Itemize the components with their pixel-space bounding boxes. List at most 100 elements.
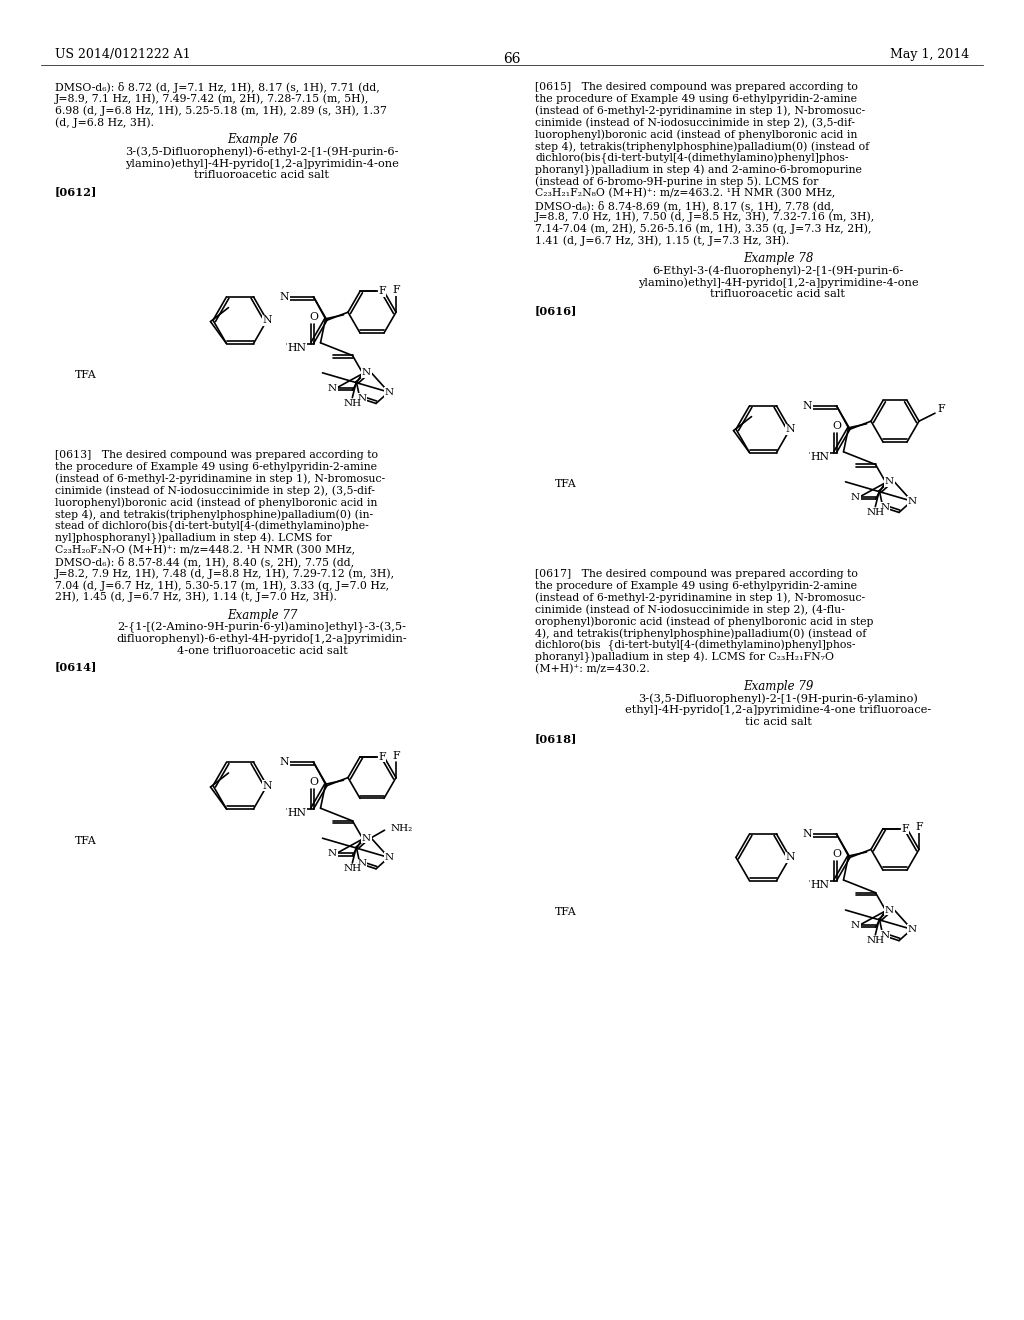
Text: J=8.8, 7.0 Hz, 1H), 7.50 (d, J=8.5 Hz, 3H), 7.32-7.16 (m, 3H),: J=8.8, 7.0 Hz, 1H), 7.50 (d, J=8.5 Hz, 3…: [535, 211, 876, 222]
Text: F: F: [901, 824, 909, 834]
Text: F: F: [392, 285, 399, 296]
Text: DMSO-d₆): δ 8.72 (d, J=7.1 Hz, 1H), 8.17 (s, 1H), 7.71 (dd,: DMSO-d₆): δ 8.72 (d, J=7.1 Hz, 1H), 8.17…: [55, 82, 380, 92]
Text: TFA: TFA: [555, 479, 577, 490]
Text: N: N: [885, 906, 894, 915]
Text: stead of dichloro(bis{di-tert-butyl[4-(dimethylamino)phe-: stead of dichloro(bis{di-tert-butyl[4-(d…: [55, 521, 369, 532]
Text: N: N: [907, 496, 916, 506]
Text: ylamino)ethyl]-4H-pyrido[1,2-a]pyrimidin-4-one: ylamino)ethyl]-4H-pyrido[1,2-a]pyrimidin…: [125, 158, 399, 169]
Text: DMSO-d₆): δ 8.74-8.69 (m, 1H), 8.17 (s, 1H), 7.78 (dd,: DMSO-d₆): δ 8.74-8.69 (m, 1H), 8.17 (s, …: [535, 201, 835, 211]
Text: nyl]phosphoranyl})palladium in step 4). LCMS for: nyl]phosphoranyl})palladium in step 4). …: [55, 533, 332, 544]
Text: N: N: [384, 853, 393, 862]
Text: cinimide (instead of N-iodosuccinimide in step 2), (3,5-dif-: cinimide (instead of N-iodosuccinimide i…: [55, 486, 375, 496]
Text: phoranyl})palladium in step 4) and 2-amino-6-bromopurine: phoranyl})palladium in step 4) and 2-ami…: [535, 165, 862, 176]
Text: orophenyl)boronic acid (instead of phenylboronic acid in step: orophenyl)boronic acid (instead of pheny…: [535, 616, 873, 627]
Text: Example 78: Example 78: [742, 252, 813, 265]
Text: F: F: [915, 822, 923, 833]
Text: luorophenyl)boronic acid (instead of phenylboronic acid in: luorophenyl)boronic acid (instead of phe…: [535, 129, 857, 140]
Text: HN: HN: [288, 343, 306, 352]
Text: HN: HN: [811, 451, 829, 462]
Text: N: N: [262, 780, 271, 791]
Text: 1.41 (d, J=6.7 Hz, 3H), 1.15 (t, J=7.3 Hz, 3H).: 1.41 (d, J=6.7 Hz, 3H), 1.15 (t, J=7.3 H…: [535, 235, 790, 246]
Text: N: N: [280, 292, 289, 302]
Text: tic acid salt: tic acid salt: [744, 717, 811, 727]
Text: [0615]   The desired compound was prepared according to: [0615] The desired compound was prepared…: [535, 82, 858, 92]
Text: cinimide (instead of N-iodosuccinimide in step 2), (4-flu-: cinimide (instead of N-iodosuccinimide i…: [535, 605, 845, 615]
Text: O: O: [831, 421, 841, 430]
Text: Example 76: Example 76: [226, 133, 297, 147]
Text: 7.14-7.04 (m, 2H), 5.26-5.16 (m, 1H), 3.35 (q, J=7.3 Hz, 2H),: 7.14-7.04 (m, 2H), 5.26-5.16 (m, 1H), 3.…: [535, 223, 871, 234]
Text: the procedure of Example 49 using 6-ethylpyridin-2-amine: the procedure of Example 49 using 6-ethy…: [55, 462, 377, 473]
Text: NH: NH: [866, 508, 885, 517]
Text: (instead of 6-methyl-2-pyridinamine in step 1), N-bromosuc-: (instead of 6-methyl-2-pyridinamine in s…: [535, 106, 865, 116]
Text: ethyl]-4H-pyrido[1,2-a]pyrimidine-4-one trifluoroace-: ethyl]-4H-pyrido[1,2-a]pyrimidine-4-one …: [625, 705, 931, 715]
Text: trifluoroacetic acid salt: trifluoroacetic acid salt: [711, 289, 846, 300]
Text: 2H), 1.45 (d, J=6.7 Hz, 3H), 1.14 (t, J=7.0 Hz, 3H).: 2H), 1.45 (d, J=6.7 Hz, 3H), 1.14 (t, J=…: [55, 591, 337, 602]
Text: trifluoroacetic acid salt: trifluoroacetic acid salt: [195, 170, 330, 181]
Text: luorophenyl)boronic acid (instead of phenylboronic acid in: luorophenyl)boronic acid (instead of phe…: [55, 498, 378, 508]
Text: 4), and tetrakis(triphenylphosphine)palladium(0) (instead of: 4), and tetrakis(triphenylphosphine)pall…: [535, 628, 866, 639]
Text: HN: HN: [288, 808, 306, 818]
Text: N: N: [803, 829, 812, 840]
Text: N: N: [803, 401, 812, 411]
Text: NH: NH: [343, 399, 361, 408]
Text: step 4), tetrakis(triphenylphosphine)palladium(0) (instead of: step 4), tetrakis(triphenylphosphine)pal…: [535, 141, 869, 152]
Text: N: N: [907, 925, 916, 933]
Text: N: N: [851, 921, 860, 929]
Text: N: N: [280, 758, 289, 767]
Text: N: N: [785, 853, 795, 862]
Text: 6-Ethyl-3-(4-fluorophenyl)-2-[1-(9H-purin-6-: 6-Ethyl-3-(4-fluorophenyl)-2-[1-(9H-puri…: [652, 265, 904, 276]
Text: NH₂: NH₂: [390, 824, 413, 833]
Text: 66: 66: [503, 51, 521, 66]
Text: F: F: [378, 752, 386, 762]
Text: TFA: TFA: [75, 370, 96, 380]
Text: N: N: [361, 368, 371, 378]
Text: N: N: [851, 492, 860, 502]
Text: O: O: [831, 849, 841, 859]
Text: N: N: [357, 859, 367, 869]
Text: N: N: [328, 384, 337, 392]
Text: F: F: [937, 404, 945, 414]
Text: C₂₃H₂₀F₂N₇O (M+H)⁺: m/z=448.2. ¹H NMR (300 MHz,: C₂₃H₂₀F₂N₇O (M+H)⁺: m/z=448.2. ¹H NMR (3…: [55, 545, 355, 554]
Text: O: O: [309, 312, 318, 322]
Text: ylamino)ethyl]-4H-pyrido[1,2-a]pyrimidine-4-one: ylamino)ethyl]-4H-pyrido[1,2-a]pyrimidin…: [638, 277, 919, 288]
Text: the procedure of Example 49 using 6-ethylpyridin-2-amine: the procedure of Example 49 using 6-ethy…: [535, 94, 857, 104]
Text: O: O: [309, 777, 318, 787]
Text: TFA: TFA: [555, 907, 577, 917]
Text: J=8.9, 7.1 Hz, 1H), 7.49-7.42 (m, 2H), 7.28-7.15 (m, 5H),: J=8.9, 7.1 Hz, 1H), 7.49-7.42 (m, 2H), 7…: [55, 94, 370, 104]
Text: May 1, 2014: May 1, 2014: [890, 48, 969, 61]
Text: DMSO-d₆): δ 8.57-8.44 (m, 1H), 8.40 (s, 2H), 7.75 (dd,: DMSO-d₆): δ 8.57-8.44 (m, 1H), 8.40 (s, …: [55, 557, 354, 568]
Text: Example 79: Example 79: [742, 680, 813, 693]
Text: [0613]   The desired compound was prepared according to: [0613] The desired compound was prepared…: [55, 450, 378, 461]
Text: N: N: [357, 393, 367, 403]
Text: C₂₃H₂₁F₂N₈O (M+H)⁺: m/z=463.2. ¹H NMR (300 MHz,: C₂₃H₂₁F₂N₈O (M+H)⁺: m/z=463.2. ¹H NMR (3…: [535, 189, 836, 198]
Text: cinimide (instead of N-iodosuccinimide in step 2), (3,5-dif-: cinimide (instead of N-iodosuccinimide i…: [535, 117, 855, 128]
Text: 3-(3,5-Difluorophenyl)-2-[1-(9H-purin-6-ylamino): 3-(3,5-Difluorophenyl)-2-[1-(9H-purin-6-…: [638, 693, 918, 704]
Text: 4-one trifluoroacetic acid salt: 4-one trifluoroacetic acid salt: [176, 645, 347, 656]
Text: [0612]: [0612]: [55, 186, 97, 197]
Text: (instead of 6-methyl-2-pyridinamine in step 1), N-bromosuc-: (instead of 6-methyl-2-pyridinamine in s…: [55, 474, 385, 484]
Text: NH: NH: [866, 936, 885, 945]
Text: (M+H)⁺: m/z=430.2.: (M+H)⁺: m/z=430.2.: [535, 664, 650, 675]
Text: US 2014/0121222 A1: US 2014/0121222 A1: [55, 48, 190, 61]
Text: N: N: [328, 849, 337, 858]
Text: (d, J=6.8 Hz, 3H).: (d, J=6.8 Hz, 3H).: [55, 117, 154, 128]
Text: 6.98 (d, J=6.8 Hz, 1H), 5.25-5.18 (m, 1H), 2.89 (s, 3H), 1.37: 6.98 (d, J=6.8 Hz, 1H), 5.25-5.18 (m, 1H…: [55, 106, 387, 116]
Text: [0614]: [0614]: [55, 661, 97, 673]
Text: [0618]: [0618]: [535, 734, 578, 744]
Text: dichloro(bis  {di-tert-butyl[4-(dimethylamino)phenyl]phos-: dichloro(bis {di-tert-butyl[4-(dimethyla…: [535, 640, 855, 651]
Text: (instead of 6-methyl-2-pyridinamine in step 1), N-bromosuc-: (instead of 6-methyl-2-pyridinamine in s…: [535, 593, 865, 603]
Text: [0617]   The desired compound was prepared according to: [0617] The desired compound was prepared…: [535, 569, 858, 579]
Text: N: N: [881, 503, 890, 512]
Text: 2-{1-[(2-Amino-9H-purin-6-yl)amino]ethyl}-3-(3,5-: 2-{1-[(2-Amino-9H-purin-6-yl)amino]ethyl…: [118, 622, 407, 634]
Text: N: N: [361, 834, 371, 842]
Text: NH: NH: [343, 865, 361, 874]
Text: 3-(3,5-Difluorophenyl)-6-ethyl-2-[1-(9H-purin-6-: 3-(3,5-Difluorophenyl)-6-ethyl-2-[1-(9H-…: [125, 147, 398, 157]
Text: phoranyl})palladium in step 4). LCMS for C₂₃H₂₁FN₇O: phoranyl})palladium in step 4). LCMS for…: [535, 652, 834, 663]
Text: N: N: [881, 931, 890, 940]
Text: N: N: [885, 478, 894, 486]
Text: (instead of 6-bromo-9H-purine in step 5). LCMS for: (instead of 6-bromo-9H-purine in step 5)…: [535, 177, 818, 187]
Text: N: N: [785, 424, 795, 434]
Text: difluorophenyl)-6-ethyl-4H-pyrido[1,2-a]pyrimidin-: difluorophenyl)-6-ethyl-4H-pyrido[1,2-a]…: [117, 634, 408, 644]
Text: step 4), and tetrakis(triphenylphosphine)palladium(0) (in-: step 4), and tetrakis(triphenylphosphine…: [55, 510, 373, 520]
Text: F: F: [378, 286, 386, 297]
